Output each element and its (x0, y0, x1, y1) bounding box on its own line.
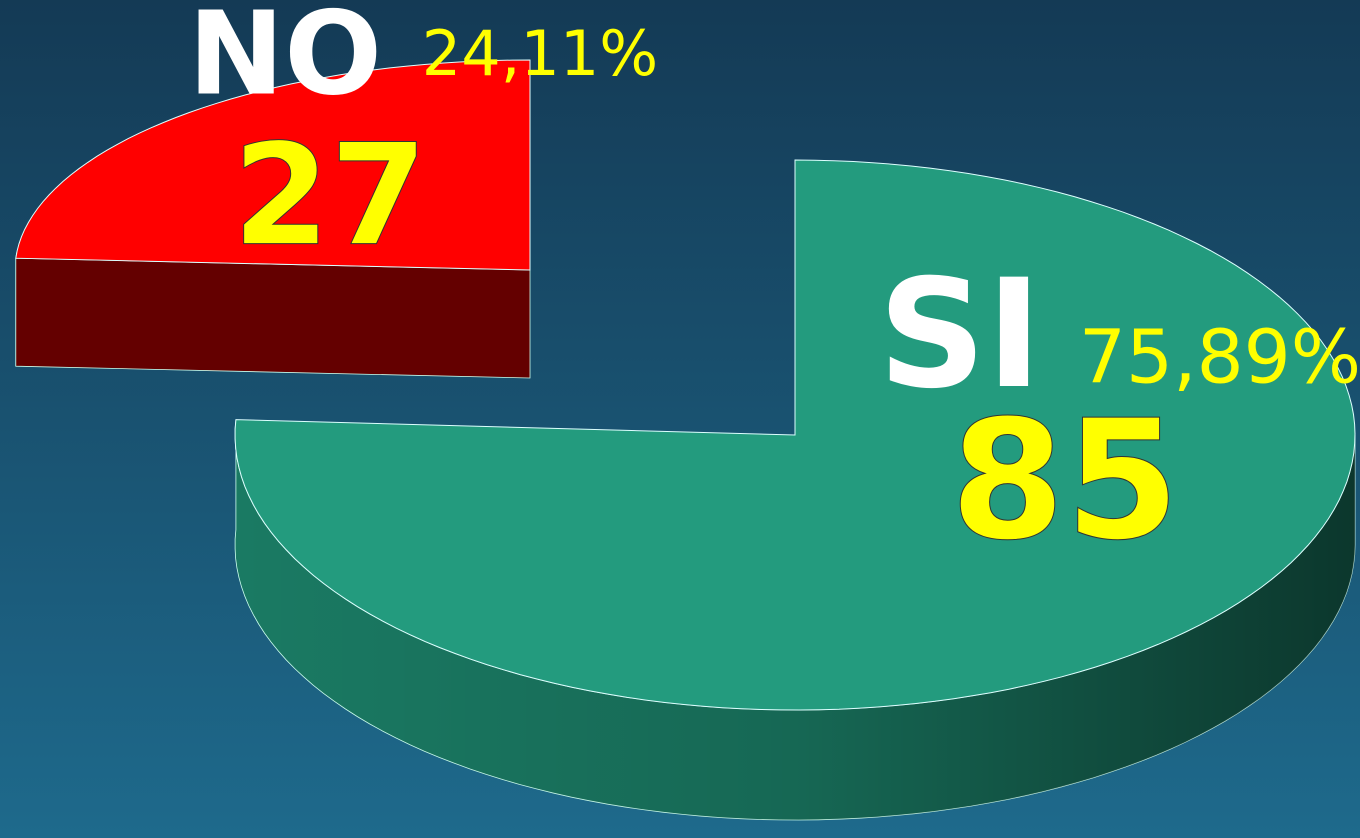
percentage-label: 24,11% (422, 17, 658, 90)
value-label: 85 (950, 384, 1180, 576)
category-label: NO (188, 0, 382, 122)
value-label: 27 (233, 115, 428, 278)
slice (15, 59, 531, 271)
slice (234, 159, 1356, 711)
slice-side-shade (235, 419, 1356, 820)
percentage-label: 75,89% (1079, 315, 1360, 401)
category-label: SI (878, 248, 1042, 422)
